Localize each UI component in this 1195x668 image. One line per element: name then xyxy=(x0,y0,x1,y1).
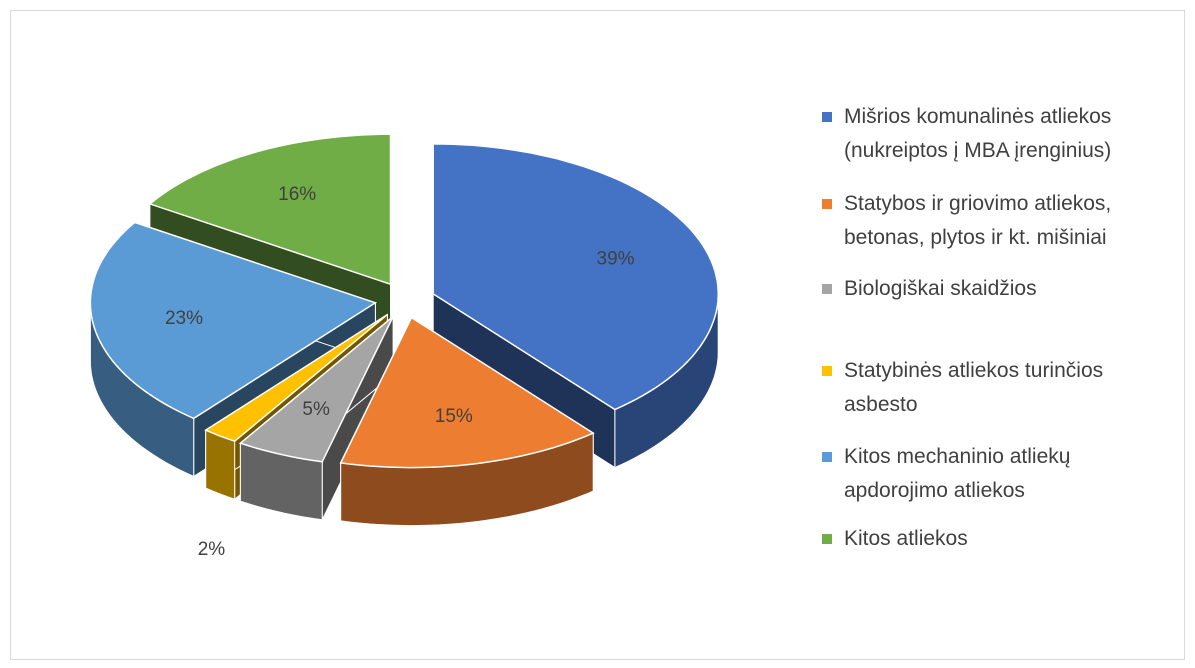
legend-item: Biologiškai skaidžios xyxy=(822,272,1172,306)
legend-item: Statybinės atliekos turinčios asbesto xyxy=(822,354,1172,422)
chart-border xyxy=(10,10,1185,660)
legend-swatch xyxy=(822,452,832,462)
data-label: 16% xyxy=(278,184,316,205)
legend-label: Statybinės atliekos turinčios asbesto xyxy=(844,359,1104,416)
legend-label: Statybos ir griovimo atliekos, betonas, … xyxy=(844,192,1112,249)
data-label: 15% xyxy=(435,406,473,427)
legend-label: Biologiškai skaidžios xyxy=(844,277,1037,300)
legend-item: Kitos mechaninio atliekų apdorojimo atli… xyxy=(822,440,1172,508)
data-label: 2% xyxy=(198,539,226,560)
slice xyxy=(432,143,719,411)
legend-swatch xyxy=(822,112,832,122)
legend-item: Statybos ir griovimo atliekos, betonas, … xyxy=(822,187,1172,255)
legend-swatch xyxy=(822,366,832,376)
slice xyxy=(339,316,595,469)
slice xyxy=(238,315,394,463)
legend-label: Kitos mechaninio atliekų apdorojimo atli… xyxy=(844,445,1071,502)
data-label: 5% xyxy=(302,399,330,420)
data-label: 23% xyxy=(165,308,203,329)
slice xyxy=(148,133,392,286)
data-label: 39% xyxy=(597,248,635,269)
legend-swatch xyxy=(822,534,832,544)
legend-swatch xyxy=(822,199,832,209)
slice xyxy=(204,313,388,443)
legend-item: Mišrios komunalinės atliekos (nukreiptos… xyxy=(822,100,1172,168)
legend-label: Kitos atliekos xyxy=(844,527,968,550)
slice xyxy=(89,221,378,420)
legend-swatch xyxy=(822,284,832,294)
legend-item: Kitos atliekos xyxy=(822,522,1172,556)
legend-label: Mišrios komunalinės atliekos (nukreiptos… xyxy=(844,105,1112,162)
